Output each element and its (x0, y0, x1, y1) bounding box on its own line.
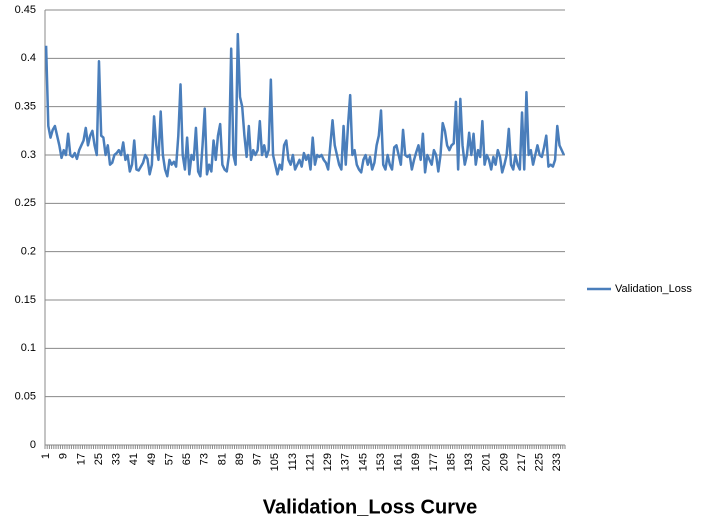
x-tick-label: 145 (357, 453, 369, 471)
x-tick-label: 41 (128, 453, 140, 465)
x-tick-label: 89 (234, 453, 246, 465)
x-tick-label: 121 (304, 453, 316, 471)
y-tick-label: 0.45 (15, 4, 36, 16)
x-tick-label: 57 (163, 453, 175, 465)
x-tick-label: 129 (322, 453, 334, 471)
y-tick-label: 0.15 (15, 294, 36, 306)
x-tick-label: 201 (481, 453, 493, 471)
x-tick-label: 33 (111, 453, 123, 465)
x-tick-label: 177 (428, 453, 440, 471)
data-line (44, 32, 566, 178)
x-tick-label: 169 (410, 453, 422, 471)
y-tick-label: 0 (30, 439, 36, 451)
x-tick-label: 161 (393, 453, 405, 471)
x-tick-label: 233 (551, 453, 563, 471)
x-tick-label: 225 (534, 453, 546, 471)
y-tick-label: 0.1 (21, 342, 36, 354)
x-tick-label: 113 (287, 453, 299, 471)
x-tick-label: 209 (498, 453, 510, 471)
y-tick-label: 0.3 (21, 149, 36, 161)
x-tick-label: 1 (40, 453, 52, 459)
x-tick-label: 17 (75, 453, 87, 465)
x-tick-label: 97 (252, 453, 264, 465)
x-tick-label: 9 (58, 453, 70, 459)
x-tick-label: 153 (375, 453, 387, 471)
x-tick-label: 73 (199, 453, 211, 465)
chart-title: Validation_Loss Curve (263, 496, 478, 518)
y-tick-label: 0.4 (21, 52, 36, 64)
x-tick-label: 65 (181, 453, 193, 465)
x-tick-label: 137 (340, 453, 352, 471)
x-tick-label: 81 (216, 453, 228, 465)
x-tick-label: 217 (516, 453, 528, 471)
y-tick-label: 0.25 (15, 197, 36, 209)
y-tick-label: 0.05 (15, 391, 36, 403)
x-tick-label: 25 (93, 453, 105, 465)
x-tick-label: 105 (269, 453, 281, 471)
x-tick-label: 185 (445, 453, 457, 471)
x-tick-label: 193 (463, 453, 475, 471)
legend-label: Validation_Loss (615, 283, 692, 295)
x-tick-label: 49 (146, 453, 158, 465)
y-tick-label: 0.2 (21, 246, 36, 258)
y-tick-label: 0.35 (15, 101, 36, 113)
